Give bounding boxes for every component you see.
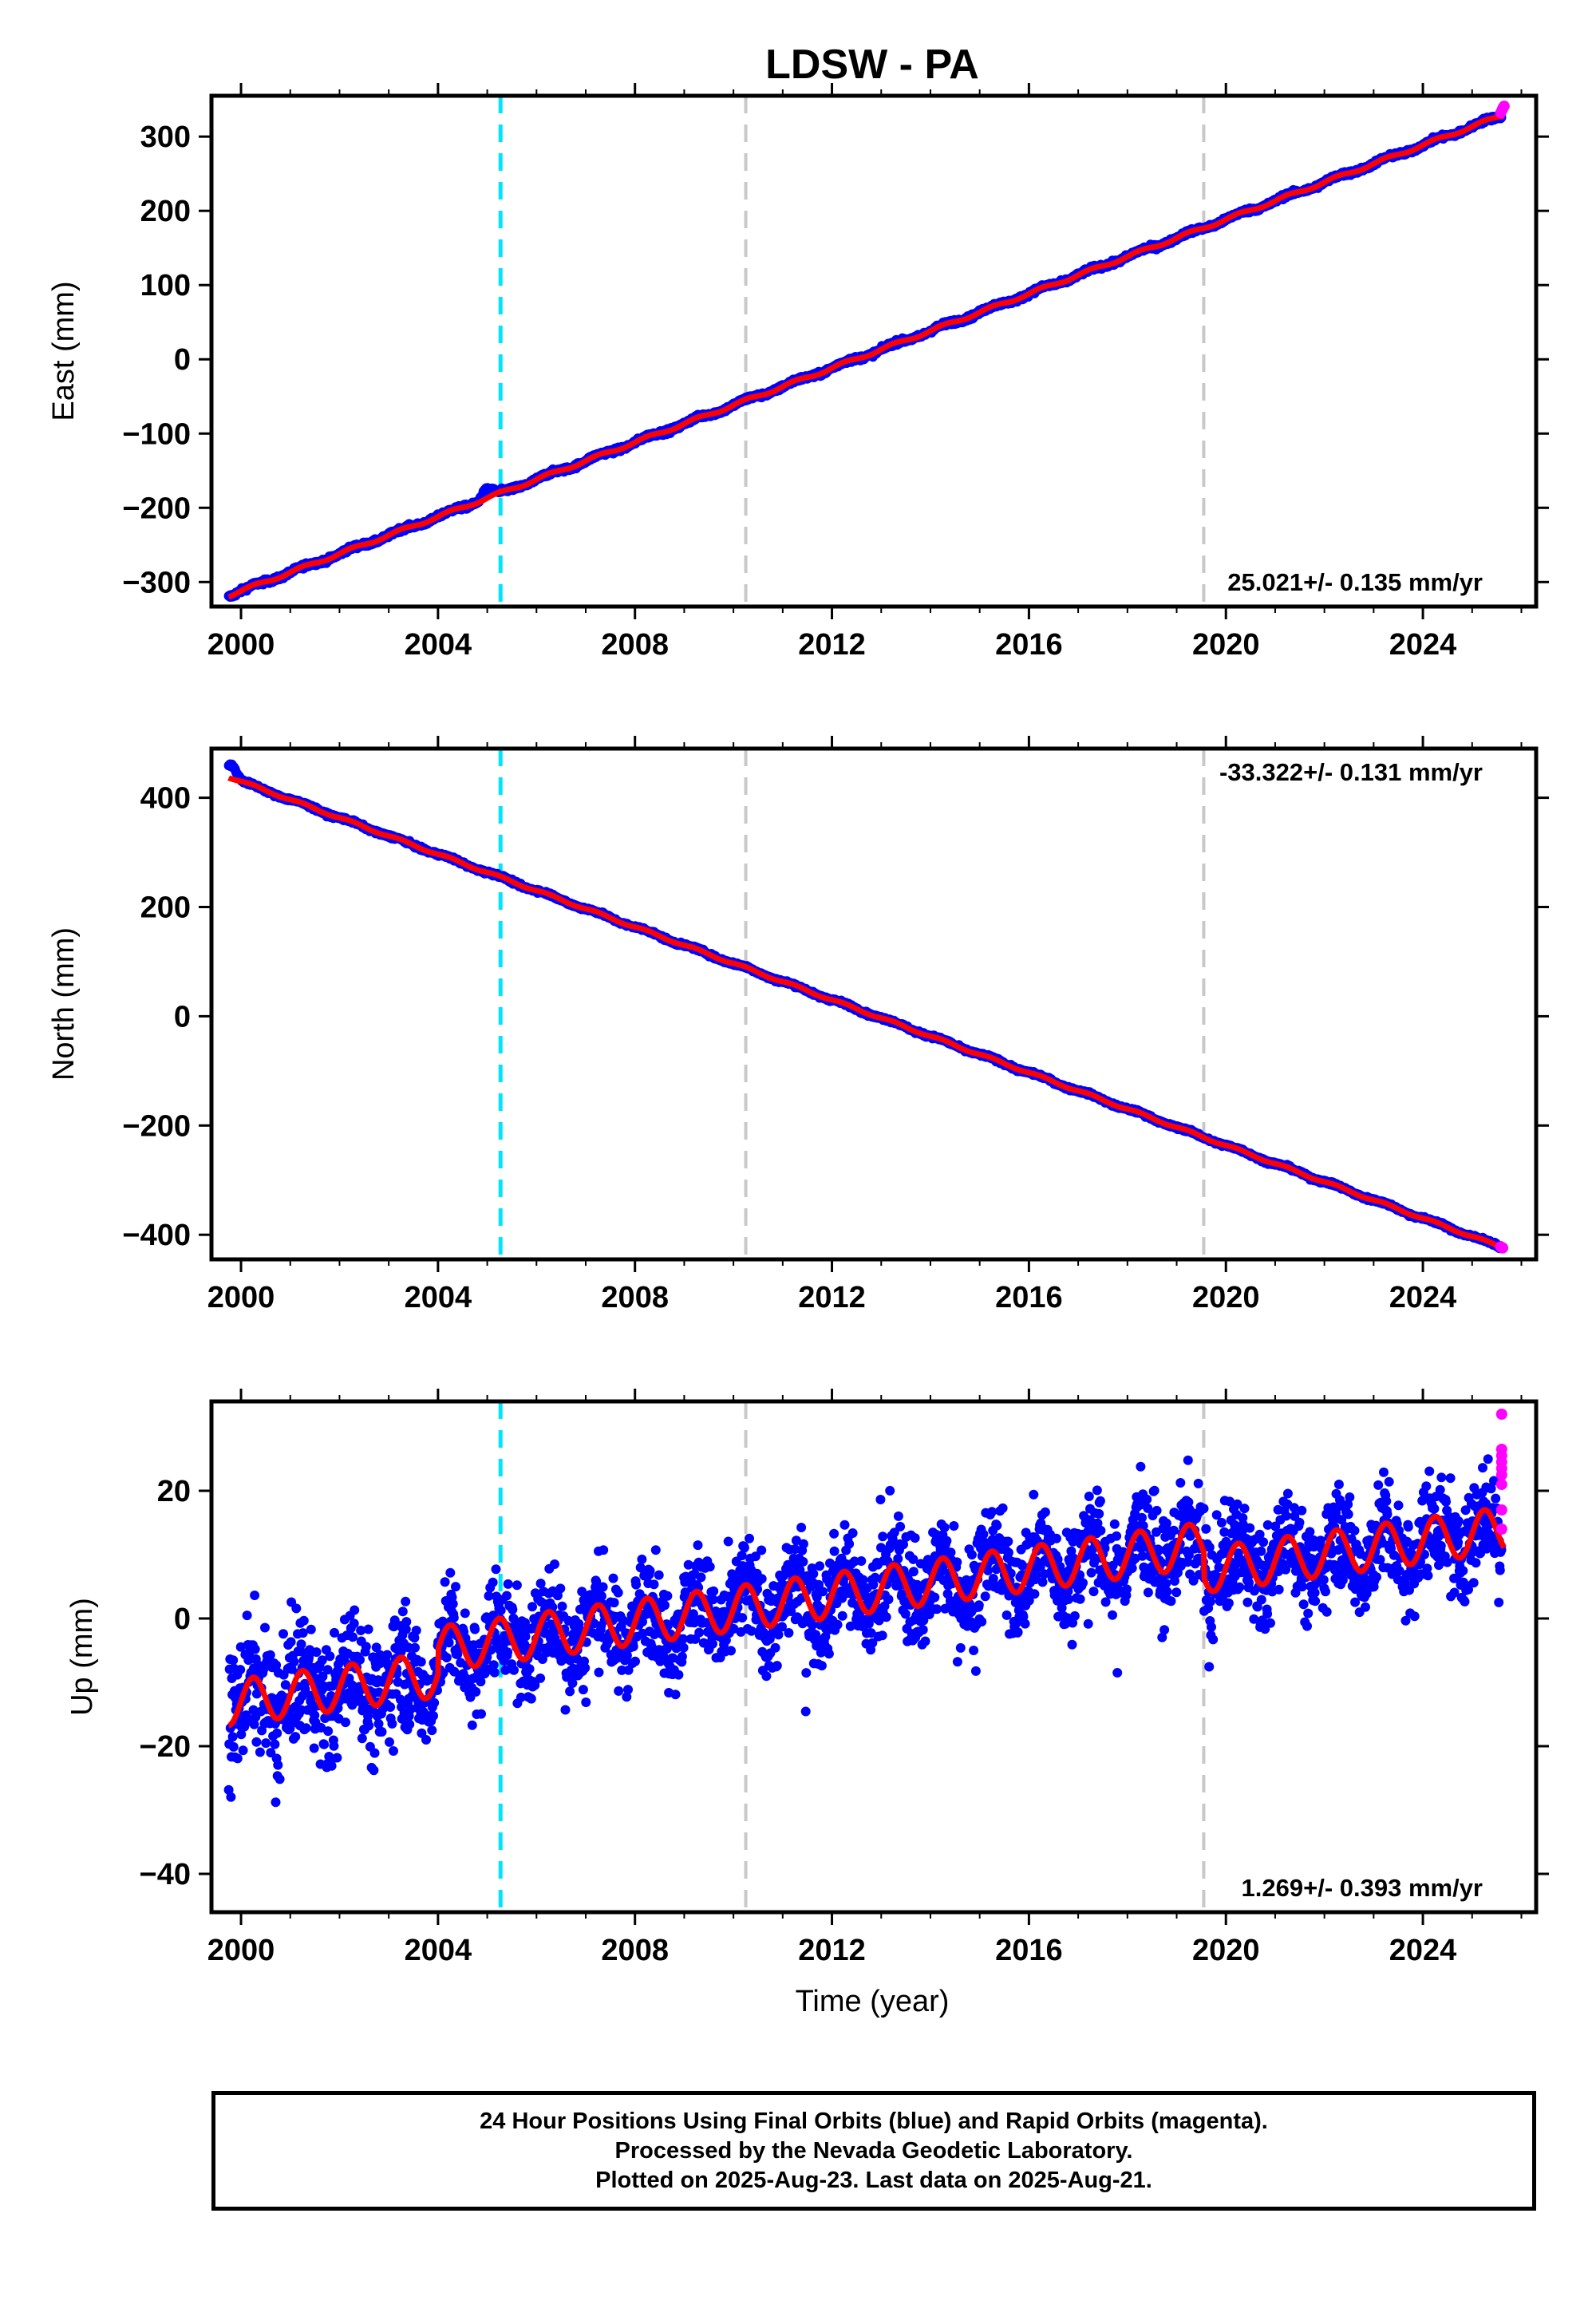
model-fit-line xyxy=(226,113,1507,600)
velocity-annotation: 25.021+/- 0.135 mm/yr xyxy=(1227,568,1483,596)
chart-title: LDSW - PA xyxy=(765,41,979,88)
north-panel: 2000 2004 2008 2012 2016 2020 2024−400−2000200… xyxy=(47,736,1549,1314)
x-tick-label: 2012 xyxy=(798,628,866,662)
x-tick-label: 2024 xyxy=(1389,628,1457,662)
y-tick-label: −300 xyxy=(122,566,191,599)
x-tick-label: 2004 xyxy=(405,628,472,662)
east-panel: 2000 2004 2008 2012 2016 2020 2024−300−200−100… xyxy=(47,83,1549,662)
y-tick-label: −200 xyxy=(122,492,191,525)
plot-area xyxy=(223,749,1509,1259)
y-tick-label: −100 xyxy=(122,417,191,451)
rapid-orbit-point xyxy=(1498,101,1510,113)
y-tick-label: 100 xyxy=(140,269,191,302)
y-tick-label: 200 xyxy=(140,195,191,228)
y-axis-title: East (mm) xyxy=(47,281,81,421)
x-tick-label: 2008 xyxy=(601,628,669,662)
x-tick-label: 2016 xyxy=(995,628,1063,662)
y-tick-label: 300 xyxy=(140,121,191,154)
x-tick-label: 2020 xyxy=(1192,628,1260,662)
y-tick-label: 0 xyxy=(174,343,191,377)
plot-area xyxy=(223,96,1510,607)
x-tick-label: 2000 xyxy=(207,628,275,662)
